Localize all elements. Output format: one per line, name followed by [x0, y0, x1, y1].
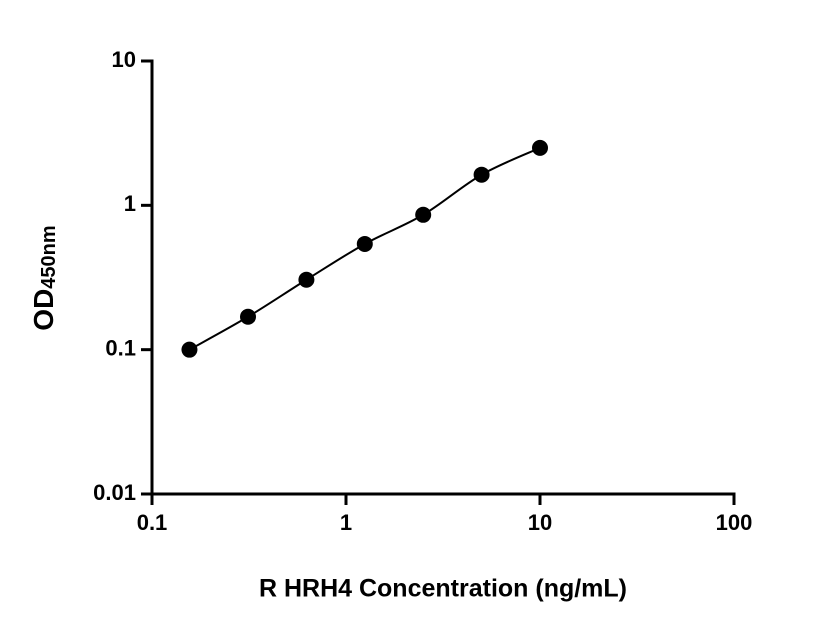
- x-tick-label: 0.1: [137, 510, 168, 535]
- y-tick-label: 0.01: [93, 480, 136, 505]
- data-point: [298, 271, 315, 288]
- data-point: [240, 308, 257, 325]
- y-tick-label: 10: [112, 47, 136, 72]
- y-axis-title-sub: 450nm: [38, 225, 60, 288]
- y-tick-label: 0.1: [105, 335, 136, 360]
- data-point: [356, 235, 373, 252]
- y-axis-title: OD450nm: [28, 225, 60, 330]
- data-point: [181, 341, 198, 358]
- data-point: [473, 166, 490, 183]
- x-tick-label: 1: [340, 510, 352, 535]
- data-point: [415, 206, 432, 223]
- y-axis-title-main: OD: [28, 289, 59, 331]
- x-tick-label: 100: [716, 510, 753, 535]
- data-point: [532, 139, 548, 156]
- x-axis-title: R HRH4 Concentration (ng/mL): [259, 575, 627, 603]
- y-tick-label: 1: [124, 191, 136, 216]
- x-tick-label: 10: [528, 510, 552, 535]
